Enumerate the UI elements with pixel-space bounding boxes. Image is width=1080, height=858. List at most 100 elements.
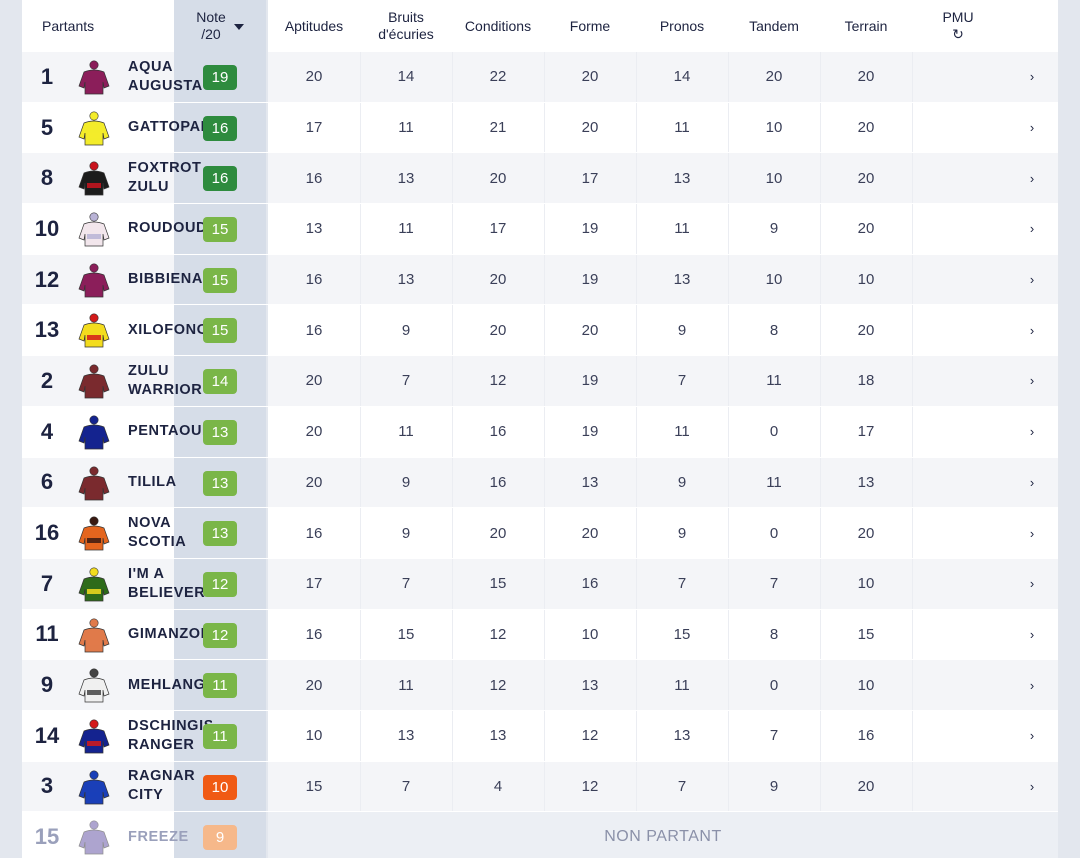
header-col-0[interactable]: Aptitudes [268,0,360,52]
runner-name[interactable]: ROUDOUDOU [128,220,212,237]
chevron-right-icon[interactable]: › [1029,322,1035,338]
stat-cell: 16 [489,473,507,491]
chevron-right-icon[interactable]: › [1029,677,1035,693]
runner-name[interactable]: GIMANZOR [128,625,212,642]
runner-name[interactable]: GATTOPARDO [128,119,212,136]
column-separator [452,508,453,558]
chevron-right-icon[interactable]: › [1029,474,1035,490]
header-col-1[interactable]: Bruits d'écuries [360,0,452,52]
header-col-2[interactable]: Conditions [452,0,544,52]
stat-cell: 11 [766,473,782,491]
chevron-right-icon[interactable]: › [1029,221,1035,237]
table-row[interactable]: 16 NOVA SCOTIA 13 16 9 20 20 9 0 20 › [22,508,1058,559]
runner-number: 14 [34,722,60,748]
jacket [78,60,110,96]
chevron-right-icon[interactable]: › [1029,170,1035,186]
runner-name[interactable]: TILILA [128,473,177,490]
stat-cell: 11 [398,423,414,441]
header-note-sort[interactable]: Note /20 [174,0,266,52]
stat-cell: 13 [857,473,875,491]
table-row[interactable]: 3 RAGNAR CITY 10 15 7 4 12 7 9 20 › [22,761,1058,813]
column-separator [544,305,545,356]
runner-name[interactable]: I'M A BELIEVER [128,565,206,601]
stat-cell: 7 [677,575,687,593]
stat-cell: 11 [398,220,414,238]
table-row[interactable]: 5 GATTOPARDO16 17 11 21 20 11 10 20 › [22,102,1058,154]
chevron-right-icon[interactable]: › [1029,424,1035,440]
stat-cell: 10 [857,575,875,593]
chevron-right-icon[interactable]: › [1029,728,1035,744]
column-separator [912,761,913,812]
table-row[interactable]: 6 TILILA 13 20 9 16 13 9 11 13 › [22,457,1058,509]
header-col-3[interactable]: Forme [544,0,636,52]
refresh-icon[interactable]: ↻ [952,26,964,42]
header-col-5[interactable]: Tandem [728,0,820,52]
runner-name[interactable]: AQUA AUGUSTA [128,58,203,94]
column-separator [452,609,453,660]
header-partants[interactable]: Partants [42,0,142,52]
column-separator [820,102,821,153]
sort-caret-icon[interactable] [233,24,244,30]
table-row[interactable]: 12 BIBBIENA 15 16 13 20 19 13 10 10 › [22,254,1058,306]
chevron-right-icon[interactable]: › [1029,272,1035,288]
chevron-right-icon[interactable]: › [1029,120,1035,136]
header-col-label: Tandem [749,17,799,34]
column-separator [452,254,453,305]
table-row[interactable]: 2 ZULU WARRIOR 14 20 7 12 19 7 11 18 › [22,356,1058,407]
runner-name[interactable]: NOVA SCOTIA [128,515,187,551]
chevron-right-icon[interactable]: › [1029,525,1035,541]
stat-cell: 10 [765,169,783,187]
runner-name[interactable]: FOXTROT ZULU [128,160,202,196]
header-col-6[interactable]: Terrain [820,0,912,52]
column-separator [912,305,913,356]
runner-name[interactable]: ZULU WARRIOR [128,362,203,398]
table-row[interactable]: 8 FOXTROT ZULU 16 16 13 20 17 13 10 20 › [22,153,1058,205]
table-row[interactable]: 1 AQUA AUGUSTA 19 20 14 22 20 14 20 20 › [22,52,1058,103]
stat-cell: 14 [397,68,415,86]
runner-number: 8 [40,165,54,191]
stat-cell: 11 [398,676,414,694]
runner-name[interactable]: PENTAOURI [128,423,212,440]
column-separator [820,761,821,812]
runner-name[interactable]: XILOFONO [128,321,209,338]
runner-name[interactable]: RAGNAR CITY [128,768,196,804]
chevron-right-icon[interactable]: › [1029,778,1035,794]
header-col-7[interactable]: PMU ↻ [912,0,1004,52]
chevron-right-icon[interactable]: › [1029,373,1035,389]
column-separator [728,508,729,558]
header-col-label: Pronos [659,17,705,34]
jacket [78,161,110,197]
column-separator [544,710,545,761]
plum-jacket-icon [78,60,110,95]
runner-name[interactable]: DSCHINGIS RANGER [128,717,212,753]
chevron-right-icon[interactable]: › [1029,576,1035,592]
table-row[interactable]: 10 ROUDOUDOU15 13 11 17 19 11 9 20 › [22,204,1058,255]
column-separator [360,508,361,558]
column-separator [636,508,637,558]
table-row[interactable]: 13 XILOFONO 15 16 9 20 20 9 8 20 › [22,305,1058,357]
runner-name[interactable]: FREEZE [128,828,189,845]
runner-name[interactable]: MEHLANGO [128,676,212,693]
table-row[interactable]: 7 I'M A BELIEVER 12 17 7 15 16 7 7 10 › [22,558,1058,610]
runner-name[interactable]: BIBBIENA [128,271,203,288]
stat-cell: 13 [673,727,691,745]
chevron-right-icon[interactable]: › [1029,69,1035,85]
row-stats-background [268,406,1058,457]
stat-cell: 13 [673,271,691,289]
jacket [78,516,110,552]
jacket [78,111,110,147]
table-row[interactable]: 4 PENTAOURI 13 20 11 16 19 11 0 17 › [22,406,1058,458]
table-row[interactable]: 9 MEHLANGO 11 20 11 12 13 11 0 10 › [22,660,1058,711]
row-stats-background [268,153,1058,204]
runner-number: 5 [40,114,54,140]
runner-number: 16 [34,520,60,546]
column-separator [820,153,821,204]
column-separator [820,406,821,457]
jacket [78,770,110,806]
header-col-4[interactable]: Pronos [636,0,728,52]
table-row[interactable]: 11 GIMANZOR 12 16 15 12 10 15 8 15 › [22,609,1058,661]
table-row[interactable]: 15 FREEZE 9 NON PARTANT [22,812,1058,858]
chevron-right-icon[interactable]: › [1029,626,1035,642]
stat-cell: 20 [581,524,599,542]
table-row[interactable]: 14 DSCHINGIS RANGER 11 10 13 13 12 13 7 16 › [22,710,1058,762]
